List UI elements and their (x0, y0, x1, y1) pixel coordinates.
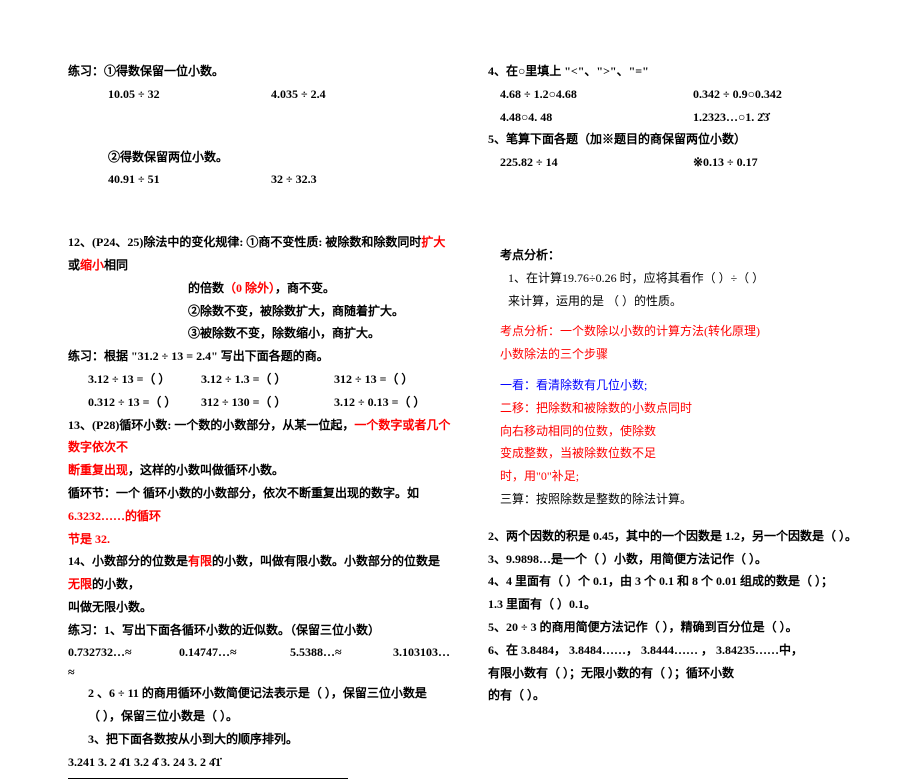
q-r5: 5、20 ÷ 3 的商用简便方法记作（ ），精确到百分位是（ ）。 (488, 616, 872, 639)
q-r2: 2、两个因数的积是 0.45，其中的一个因数是 1.2，另一个因数是（ ）。 (488, 525, 872, 548)
spacer (488, 174, 872, 244)
pb3: 3.12 ÷ 0.13 =（ ） (334, 395, 425, 409)
divider-line (68, 778, 348, 779)
practice-row-a: 3.12 ÷ 13 =（ ） 3.12 ÷ 1.3 =（ ） 312 ÷ 13 … (68, 368, 452, 391)
expr-1b: 4.035 ÷ 2.4 (271, 87, 326, 101)
practice-heading-2: ②得数保留两位小数。 (68, 146, 452, 169)
rule-14-cont: 叫做无限小数。 (68, 596, 452, 619)
q4d: 1.2323…○1. 2̇3̇ (693, 110, 769, 124)
rule-12c: 扩大 (421, 235, 445, 249)
q-r3: 3、9.9898…是一个（ ）小数，用简便方法记作（ ）。 (488, 548, 872, 571)
ap2: 0.14747…≈ (179, 642, 287, 662)
rule-12: 12、(P24、25)除法中的变化规律: ①商不变性质: 被除数和除数同时扩大或… (68, 231, 452, 277)
spacer (488, 312, 872, 320)
q4: 4、在○里填上 "<"、">"、"=" (488, 60, 872, 83)
practice-given: 练习：根据 "31.2 ÷ 13 = 2.4" 写出下面各题的商。 (68, 345, 452, 368)
spacer (488, 511, 872, 525)
rule-12e: 缩小 (80, 258, 104, 272)
pa2: 3.12 ÷ 1.3 =（ ） (201, 368, 331, 391)
rule-12d: 或 (68, 258, 80, 272)
q-r4b: 1.3 里面有（ ）0.1。 (488, 593, 872, 616)
spacer (68, 191, 452, 231)
rule-12-l2a: 的倍数 (188, 281, 224, 295)
pa3: 312 ÷ 13 =（ ） (334, 372, 413, 386)
analysis-red-2: 小数除法的三个步骤 (488, 343, 872, 366)
rule-12-line4: ③被除数不变，除数缩小，商扩大。 (68, 322, 452, 345)
spacer (68, 106, 452, 146)
left-column: 练习：①得数保留一位小数。 10.05 ÷ 32 4.035 ÷ 2.4 ②得数… (50, 60, 470, 617)
r14e: 的小数， (92, 577, 140, 591)
pb2: 312 ÷ 130 =（ ） (201, 391, 331, 414)
q4c: 4.48○4. 48 (500, 106, 690, 129)
step-2b: 向右移动相同的位数，使除数 (488, 420, 872, 443)
pa1: 3.12 ÷ 13 =（ ） (68, 368, 198, 391)
rule-12-line3: ②除数不变，被除数扩大，商随着扩大。 (68, 300, 452, 323)
q2b: （ ），保留三位小数是（ ）。 (68, 705, 452, 728)
analysis-red-1: 考点分析：一个数除以小数的计算方法(转化原理) (488, 320, 872, 343)
rule-12b: ①商不变性质: 被除数和除数同时 (246, 235, 421, 249)
rule-12-line2: 的倍数（0 除外），商不变。 (68, 277, 452, 300)
r14c: 的小数，叫做有限小数。小数部分的位数是 (212, 554, 440, 568)
q5a: 225.82 ÷ 14 (500, 151, 690, 174)
analysis-1b: 来计算，运用的是 （ ）的性质。 (488, 290, 872, 313)
q4b: 0.342 ÷ 0.9○0.342 (693, 87, 782, 101)
r14b: 有限 (188, 554, 212, 568)
q3: 3、把下面各数按从小到大的顺序排列。 (68, 728, 452, 751)
q4a: 4.68 ÷ 1.2○4.68 (500, 83, 690, 106)
rule-12f: 相同 (104, 258, 128, 272)
step-2d: 时，用"0"补足; (488, 465, 872, 488)
step-1: 一看：看清除数有几位小数; (488, 374, 872, 397)
r14a: 14、小数部分的位数是 (68, 554, 188, 568)
analysis-head: 考点分析： (488, 244, 872, 267)
q2: 2 、6 ÷ 11 的商用循环小数简便记法表示是（ ），保留三位小数是 (68, 682, 452, 705)
q4-row1: 4.68 ÷ 1.2○4.68 0.342 ÷ 0.9○0.342 (488, 83, 872, 106)
q-r6: 6、在 3.8484， 3.8484……， 3.8444…… ， 3.84235… (488, 639, 872, 662)
rule-13a: 13、(P28)循环小数: 一个数的小数部分，从某一位起， (68, 418, 354, 432)
q4-row2: 4.48○4. 48 1.2323…○1. 2̇3̇ (488, 106, 872, 129)
q-r4: 4、4 里面有（ ）个 0.1，由 3 个 0.1 和 8 个 0.01 组成的… (488, 570, 872, 593)
analysis-1: 1、在计算19.76÷0.26 时，应将其看作（ ）÷（ ） (488, 267, 872, 290)
spacer (488, 366, 872, 374)
cycle-b: 6.3232……的循环 (68, 509, 161, 523)
r14d: 无限 (68, 577, 92, 591)
practice-row-b: 0.312 ÷ 13 =（ ） 312 ÷ 130 =（ ） 3.12 ÷ 0.… (68, 391, 452, 414)
cycle-section: 循环节：一个 循环小数的小数部分，依次不断重复出现的数字。如 6.3232……的… (68, 482, 452, 528)
step-2: 二移：把除数和被除数的小数点同时 (488, 397, 872, 420)
q-r6b: 有限小数有（ ）；无限小数的有（ ）；循环小数 (488, 662, 872, 685)
q-r6c: 的有（ ）。 (488, 684, 872, 707)
pb1: 0.312 ÷ 13 =（ ） (68, 391, 198, 414)
rule-12-l2c: ，商不变。 (275, 281, 335, 295)
q5-row: 225.82 ÷ 14 ※0.13 ÷ 0.17 (488, 151, 872, 174)
step-3: 三算：按照除数是整数的除法计算。 (488, 488, 872, 511)
expr-row-1: 10.05 ÷ 32 4.035 ÷ 2.4 (68, 83, 452, 106)
expr-2b: 32 ÷ 32.3 (271, 172, 317, 186)
practice-heading-1: 练习：①得数保留一位小数。 (68, 60, 452, 83)
q3-seq: 3.241 3. 2 4̇1 3.2 4̇ 3. 24 3. 2 4̇1̇ (68, 751, 452, 774)
rule-12a: 12、(P24、25)除法中的变化规律: (68, 235, 243, 249)
cycle-a: 循环节：一个 循环小数的小数部分，依次不断重复出现的数字。如 (68, 486, 419, 500)
rule-14: 14、小数部分的位数是有限的小数，叫做有限小数。小数部分的位数是无限的小数， (68, 550, 452, 596)
right-column: 4、在○里填上 "<"、">"、"=" 4.68 ÷ 1.2○4.68 0.34… (470, 60, 890, 617)
cycle-section-2: 节是 32. (68, 528, 452, 551)
step-2c: 变成整数，当被除数位数不足 (488, 442, 872, 465)
rule-13c: 断重复出现 (68, 463, 128, 477)
rule-13-cont: 断重复出现，这样的小数叫做循环小数。 (68, 459, 452, 482)
rule-13d: ，这样的小数叫做循环小数。 (128, 463, 284, 477)
practice-approx: 练习：1、写出下面各循环小数的近似数。（保留三位小数） (68, 619, 452, 642)
expr-1a: 10.05 ÷ 32 (108, 83, 268, 106)
ap1: 0.732732…≈ (68, 642, 176, 662)
expr-2a: 40.91 ÷ 51 (108, 168, 268, 191)
expr-row-2: 40.91 ÷ 51 32 ÷ 32.3 (68, 168, 452, 191)
rule-13: 13、(P28)循环小数: 一个数的小数部分，从某一位起，一个数字或者几个数字依… (68, 414, 452, 460)
rule-12-l2b: （0 除外） (224, 281, 275, 295)
ap3: 5.5388…≈ (290, 642, 390, 662)
q5: 5、笔算下面各题（加※题目的商保留两位小数） (488, 128, 872, 151)
approx-row: 0.732732…≈ 0.14747…≈ 5.5388…≈ 3.103103…≈ (68, 642, 452, 683)
q5b: ※0.13 ÷ 0.17 (693, 155, 758, 169)
